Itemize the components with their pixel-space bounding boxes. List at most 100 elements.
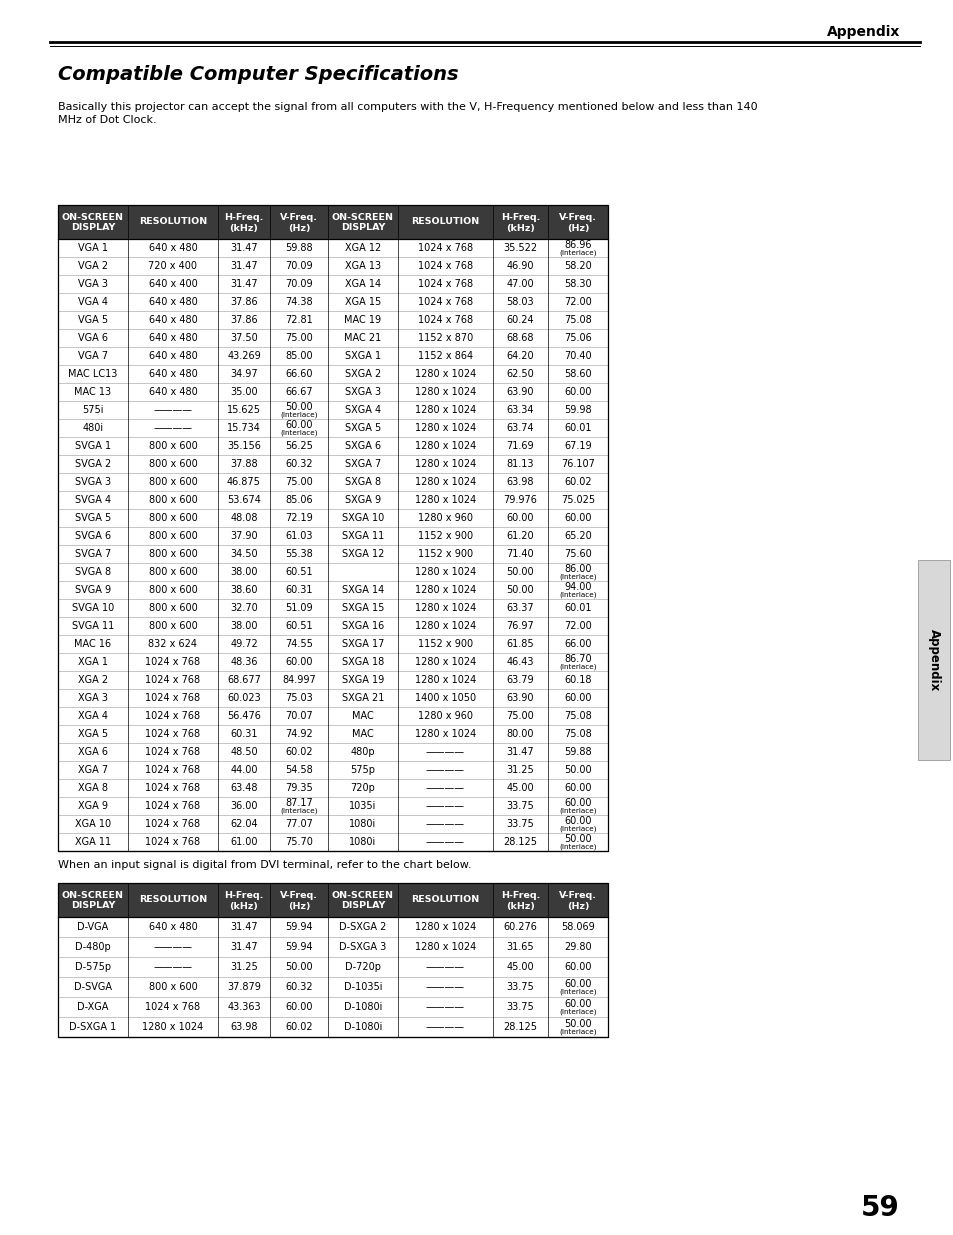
Text: 1152 x 900: 1152 x 900 — [417, 638, 473, 650]
Text: 60.00: 60.00 — [285, 1002, 313, 1011]
Bar — [917, 559, 949, 760]
Text: (Hz): (Hz) — [566, 902, 589, 910]
Text: 58.03: 58.03 — [506, 296, 534, 308]
Text: 575p: 575p — [350, 764, 375, 776]
Text: 75.00: 75.00 — [285, 477, 313, 487]
Text: 49.72: 49.72 — [230, 638, 257, 650]
Text: 1024 x 768: 1024 x 768 — [145, 764, 200, 776]
Text: 60.00: 60.00 — [563, 979, 591, 989]
Text: 65.20: 65.20 — [563, 531, 591, 541]
Text: (Interlace): (Interlace) — [558, 844, 597, 850]
Text: 800 x 600: 800 x 600 — [149, 621, 197, 631]
Text: 63.37: 63.37 — [506, 603, 534, 613]
Text: 76.97: 76.97 — [506, 621, 534, 631]
Text: 74.92: 74.92 — [285, 729, 313, 739]
Text: 1152 x 864: 1152 x 864 — [417, 351, 473, 361]
Text: 1280 x 1024: 1280 x 1024 — [415, 585, 476, 595]
Text: 1024 x 768: 1024 x 768 — [145, 657, 200, 667]
Text: (Interlace): (Interlace) — [280, 808, 317, 814]
Text: DISPLAY: DISPLAY — [71, 224, 115, 232]
Text: 46.90: 46.90 — [506, 261, 534, 270]
Text: 63.34: 63.34 — [506, 405, 534, 415]
Text: 59.98: 59.98 — [563, 405, 591, 415]
Text: 74.38: 74.38 — [285, 296, 313, 308]
Text: 60.00: 60.00 — [563, 816, 591, 826]
Bar — [58, 527, 607, 545]
Bar — [58, 937, 607, 957]
Text: 75.70: 75.70 — [285, 837, 313, 847]
Text: SXGA 12: SXGA 12 — [341, 550, 384, 559]
Text: (Interlace): (Interlace) — [558, 663, 597, 671]
Bar — [58, 635, 607, 653]
Text: VGA 5: VGA 5 — [78, 315, 108, 325]
Text: 50.00: 50.00 — [563, 764, 591, 776]
Text: 75.03: 75.03 — [285, 693, 313, 703]
Bar — [58, 437, 607, 454]
Bar — [58, 671, 607, 689]
Text: SXGA 4: SXGA 4 — [345, 405, 380, 415]
Text: ————: ———— — [426, 783, 464, 793]
Bar — [58, 761, 607, 779]
Text: 59.88: 59.88 — [563, 747, 591, 757]
Text: XGA 3: XGA 3 — [78, 693, 108, 703]
Text: (Hz): (Hz) — [288, 224, 310, 232]
Text: 1280 x 1024: 1280 x 1024 — [415, 459, 476, 469]
Text: 70.07: 70.07 — [285, 711, 313, 721]
Text: 1024 x 768: 1024 x 768 — [145, 1002, 200, 1011]
Text: XGA 4: XGA 4 — [78, 711, 108, 721]
Text: 33.75: 33.75 — [506, 1002, 534, 1011]
Text: 60.02: 60.02 — [285, 747, 313, 757]
Text: 79.35: 79.35 — [285, 783, 313, 793]
Text: ON-SCREEN: ON-SCREEN — [62, 214, 124, 222]
Text: 37.90: 37.90 — [230, 531, 257, 541]
Text: VGA 4: VGA 4 — [78, 296, 108, 308]
Text: DISPLAY: DISPLAY — [340, 902, 385, 910]
Text: 1280 x 1024: 1280 x 1024 — [415, 387, 476, 396]
Text: VGA 7: VGA 7 — [78, 351, 108, 361]
Text: SXGA 14: SXGA 14 — [341, 585, 384, 595]
Text: 480i: 480i — [82, 424, 104, 433]
Text: (Interlace): (Interlace) — [280, 411, 317, 419]
Text: 640 x 480: 640 x 480 — [149, 243, 197, 253]
Text: 60.31: 60.31 — [230, 729, 257, 739]
Text: VGA 3: VGA 3 — [78, 279, 108, 289]
Text: 81.13: 81.13 — [506, 459, 534, 469]
Text: 800 x 600: 800 x 600 — [149, 513, 197, 522]
Bar — [58, 689, 607, 706]
Text: 1280 x 1024: 1280 x 1024 — [415, 405, 476, 415]
Text: 35.00: 35.00 — [230, 387, 257, 396]
Text: 45.00: 45.00 — [506, 962, 534, 972]
Text: 75.08: 75.08 — [563, 729, 591, 739]
Text: 70.09: 70.09 — [285, 279, 313, 289]
Text: 1024 x 768: 1024 x 768 — [145, 837, 200, 847]
Text: SXGA 1: SXGA 1 — [345, 351, 380, 361]
Text: (Interlace): (Interlace) — [558, 1009, 597, 1015]
Text: V-Freq.: V-Freq. — [280, 892, 317, 900]
Text: ON-SCREEN: ON-SCREEN — [332, 214, 394, 222]
Text: 75.08: 75.08 — [563, 315, 591, 325]
Text: RESOLUTION: RESOLUTION — [411, 895, 479, 904]
Bar — [58, 401, 607, 419]
Text: ON-SCREEN: ON-SCREEN — [332, 892, 394, 900]
Text: (kHz): (kHz) — [505, 902, 535, 910]
Text: D-575p: D-575p — [75, 962, 111, 972]
Text: 31.47: 31.47 — [230, 279, 257, 289]
Text: ON-SCREEN: ON-SCREEN — [62, 892, 124, 900]
Text: D-SXGA 2: D-SXGA 2 — [339, 923, 386, 932]
Text: SXGA 8: SXGA 8 — [345, 477, 380, 487]
Text: 1024 x 768: 1024 x 768 — [145, 711, 200, 721]
Text: 60.18: 60.18 — [563, 676, 591, 685]
Text: ————: ———— — [153, 962, 193, 972]
Text: D-720p: D-720p — [345, 962, 380, 972]
Text: 86.96: 86.96 — [563, 240, 591, 249]
Text: 72.81: 72.81 — [285, 315, 313, 325]
Text: SVGA 5: SVGA 5 — [74, 513, 111, 522]
Text: 1152 x 900: 1152 x 900 — [417, 531, 473, 541]
Bar — [58, 240, 607, 257]
Text: ————: ———— — [426, 819, 464, 829]
Text: 75.00: 75.00 — [506, 711, 534, 721]
Text: D-480p: D-480p — [75, 942, 111, 952]
Text: 640 x 480: 640 x 480 — [149, 315, 197, 325]
Bar — [58, 977, 607, 997]
Bar — [58, 205, 607, 240]
